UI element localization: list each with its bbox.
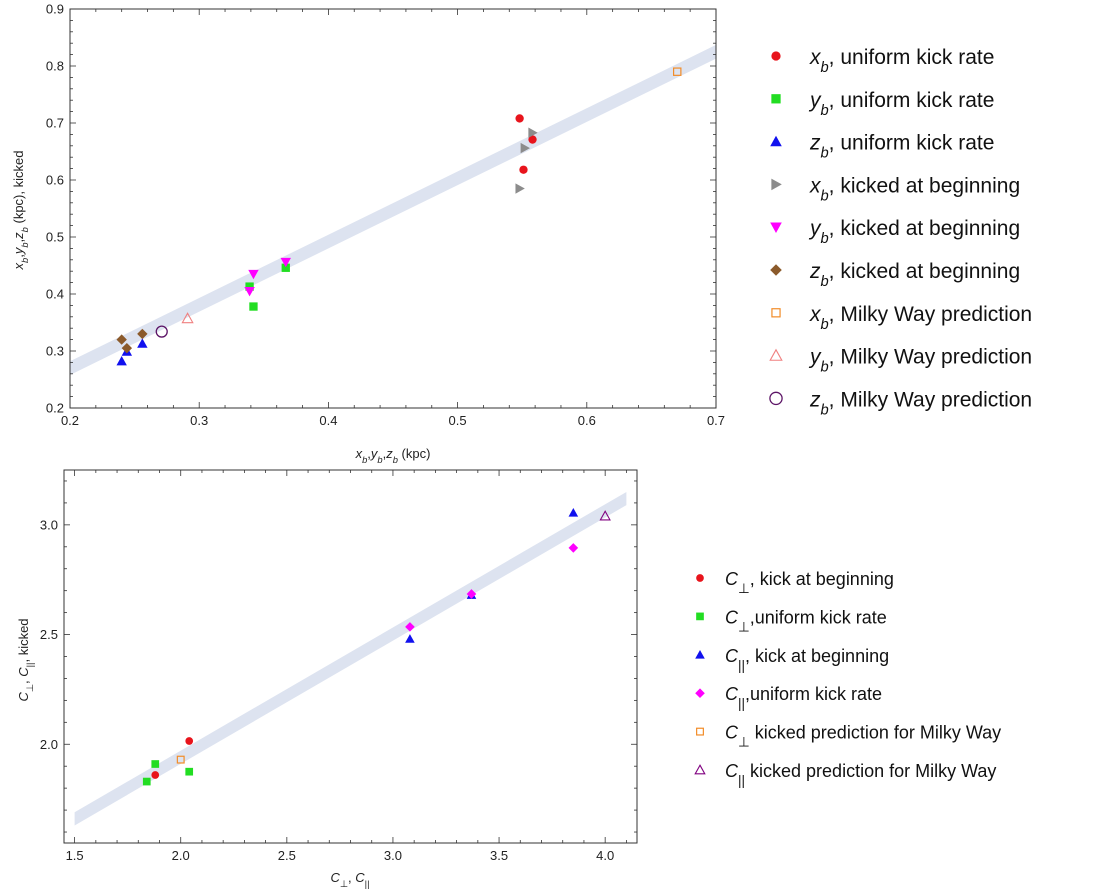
data-point — [244, 286, 255, 297]
x-tick-label: 2.0 — [172, 848, 190, 863]
data-point — [151, 771, 160, 779]
legend-label: C⊥ kicked prediction for Milky Way — [725, 723, 1001, 750]
data-point — [121, 342, 133, 354]
x-tick-label: 1.5 — [66, 848, 84, 863]
y-tick-label: 0.7 — [46, 116, 64, 131]
x-tick-label: 0.6 — [578, 413, 596, 428]
y-tick-label: 3.0 — [40, 517, 58, 532]
data-point — [181, 312, 194, 324]
y-tick-label: 2.0 — [40, 737, 58, 752]
data-point — [116, 334, 127, 345]
legend-label: C||,uniform kick rate — [725, 684, 882, 711]
legend-marker — [694, 764, 706, 775]
x-tick-label: 3.5 — [490, 848, 508, 863]
legend-marker — [696, 612, 704, 621]
legend-label: C⊥,uniform kick rate — [725, 607, 887, 634]
data-point — [672, 67, 682, 76]
x-axis-label: xb,yb,zb (kpc) — [355, 446, 431, 465]
data-point — [405, 634, 415, 643]
legend-label: xb, kicked at beginning — [809, 174, 1020, 204]
legend-label: zb, Milky Way prediction — [809, 388, 1032, 418]
top-legend: xb, uniform kick rate yb, uniform kick ra… — [769, 46, 1032, 418]
legend-marker — [696, 574, 704, 582]
legend-marker — [771, 94, 781, 104]
data-point — [137, 328, 148, 340]
y-tick-label: 0.2 — [46, 401, 64, 416]
legend-label: yb, uniform kick rate — [808, 89, 994, 119]
data-point — [515, 114, 524, 123]
x-tick-label: 3.0 — [384, 848, 402, 863]
data-point — [466, 589, 477, 599]
data-point — [151, 760, 160, 768]
data-point — [528, 127, 538, 138]
bottom-scatter-chart: 1.5 2.0 2.5 3.0 3.5 4.0 2.0 2.5 3.0 C⊥, C|| C⊥, C|… — [16, 469, 1001, 889]
data-point — [185, 767, 194, 776]
x-tick-label: 4.0 — [596, 848, 614, 863]
fit-band — [70, 44, 716, 375]
data-point — [116, 356, 127, 366]
data-point — [142, 777, 151, 786]
x-tick-label: 2.5 — [278, 848, 296, 863]
y-tick-label: 0.3 — [46, 344, 64, 359]
data-point — [568, 507, 579, 517]
legend-label: yb, Milky Way prediction — [808, 346, 1032, 376]
data-point — [248, 269, 259, 280]
legend-label: C||, kick at beginning — [725, 646, 889, 673]
legend-marker — [769, 391, 783, 406]
plot-frame — [69, 8, 717, 409]
bottom-legend: C⊥, kick at beginning C⊥,uniform kick rat… — [694, 569, 1001, 788]
legend-label: C|| kicked prediction for Milky Way — [725, 761, 996, 788]
data-point — [520, 142, 530, 154]
data-point — [185, 737, 194, 745]
y-tick-label: 0.4 — [46, 287, 64, 302]
data-point — [599, 510, 611, 521]
fit-band — [74, 491, 627, 826]
legend-marker — [695, 688, 705, 698]
x-tick-label: 0.5 — [449, 413, 467, 428]
legend-label: yb, kicked at beginning — [808, 217, 1020, 247]
data-point — [519, 165, 528, 174]
data-point — [515, 183, 525, 194]
data-point — [245, 282, 254, 291]
data-point — [249, 302, 258, 311]
data-point — [137, 338, 148, 348]
x-tick-label: 0.3 — [190, 413, 208, 428]
top-scatter-chart: 0.2 0.3 0.4 0.5 0.6 0.7 0.2 0.3 0.4 0.5 0.6 0.7 0.8 0… — [11, 2, 1032, 466]
y-tick-label: 0.8 — [46, 59, 64, 74]
x-tick-label: 0.4 — [319, 413, 337, 428]
legend-marker — [769, 348, 783, 361]
legend-marker — [771, 308, 781, 318]
y-axis-label: C⊥, C||, kicked — [16, 618, 35, 701]
x-axis-label: C⊥, C|| — [330, 870, 369, 889]
data-point — [176, 755, 185, 764]
legend-marker — [770, 264, 782, 276]
legend-marker — [771, 178, 782, 191]
y-tick-label: 0.6 — [46, 173, 64, 188]
data-point — [568, 543, 579, 553]
y-tick-label: 0.5 — [46, 230, 64, 245]
legend-marker — [696, 727, 704, 736]
x-tick-label: 0.2 — [61, 413, 79, 428]
legend-label: C⊥, kick at beginning — [725, 569, 894, 596]
y-tick-label: 2.5 — [40, 627, 58, 642]
data-point — [281, 263, 290, 272]
y-axis-label: xb,yb,zb (kpc), kicked — [11, 151, 30, 271]
legend-marker — [695, 650, 705, 659]
data-point — [280, 257, 291, 268]
x-tick-label: 0.7 — [707, 413, 725, 428]
data-point — [528, 135, 537, 144]
legend-marker — [770, 222, 782, 233]
legend-marker — [770, 135, 782, 147]
y-tick-label: 0.9 — [46, 2, 64, 17]
legend-label: zb, kicked at beginning — [809, 260, 1020, 290]
legend-label: xb, uniform kick rate — [809, 46, 994, 76]
data-point — [155, 325, 168, 338]
legend-label: xb, Milky Way prediction — [809, 303, 1032, 333]
legend-label: zb, uniform kick rate — [809, 132, 994, 162]
legend-marker — [771, 51, 781, 61]
data-point — [405, 622, 415, 632]
